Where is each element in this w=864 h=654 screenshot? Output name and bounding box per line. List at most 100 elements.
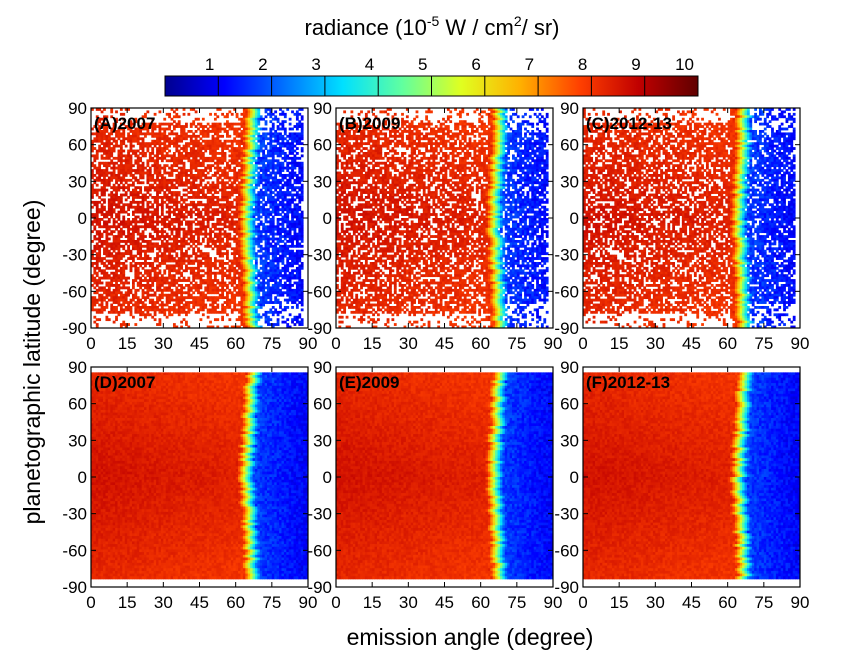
x-tick-label: 30 [399, 334, 418, 353]
colorbar-tick-label: 1 [205, 55, 214, 74]
x-tick-label: 15 [363, 593, 382, 612]
heatmap-cells [336, 108, 549, 328]
y-axis-label: planetographic latitude (degree) [19, 200, 45, 525]
colorbar-tick-label: 4 [365, 55, 374, 74]
heatmap-cells [583, 372, 800, 579]
y-tick-label: 0 [570, 468, 579, 487]
x-tick-label: 30 [399, 593, 418, 612]
colorbar-tick-label: 2 [258, 55, 267, 74]
y-tick-label: 0 [323, 209, 332, 228]
y-tick-label: 0 [78, 468, 87, 487]
y-tick-label: 30 [560, 172, 579, 191]
x-tick-label: 30 [154, 593, 173, 612]
x-tick-label: 75 [262, 334, 281, 353]
heatmap-cells [336, 372, 553, 579]
heatmap-cells [583, 108, 796, 328]
heatmap-cells [91, 372, 308, 579]
x-tick-label: 75 [507, 334, 526, 353]
x-tick-label: 15 [118, 334, 137, 353]
y-tick-label: 90 [560, 358, 579, 377]
y-tick-label: -60 [307, 541, 332, 560]
y-tick-label: 30 [560, 431, 579, 450]
x-tick-label: 75 [754, 593, 773, 612]
x-tick-label: 0 [331, 593, 340, 612]
y-tick-label: -60 [62, 541, 87, 560]
y-tick-label: 60 [68, 136, 87, 155]
y-tick-label: 0 [323, 468, 332, 487]
x-tick-label: 0 [86, 334, 95, 353]
y-tick-label: -60 [554, 282, 579, 301]
x-tick-label: 45 [435, 593, 454, 612]
panel-label: (C)2012-13 [586, 114, 672, 133]
y-tick-label: 60 [313, 395, 332, 414]
y-tick-label: 60 [560, 395, 579, 414]
x-tick-label: 15 [363, 334, 382, 353]
x-tick-label: 45 [190, 334, 209, 353]
y-tick-label: -30 [62, 505, 87, 524]
y-tick-label: -60 [307, 282, 332, 301]
panel-label: (A)2007 [94, 114, 155, 133]
x-tick-label: 75 [262, 593, 281, 612]
panel-label: (F)2012-13 [586, 373, 670, 392]
y-tick-label: -90 [554, 319, 579, 338]
y-tick-label: 0 [78, 209, 87, 228]
colorbar-tick-label: 8 [578, 55, 587, 74]
colorbar-tick-label: 10 [675, 55, 694, 74]
y-tick-label: 90 [313, 99, 332, 118]
x-tick-label: 90 [791, 593, 810, 612]
y-tick-label: 60 [313, 136, 332, 155]
x-tick-label: 90 [791, 334, 810, 353]
x-tick-label: 15 [610, 334, 629, 353]
x-tick-label: 45 [682, 593, 701, 612]
x-tick-label: 15 [610, 593, 629, 612]
x-tick-label: 60 [471, 334, 490, 353]
x-tick-label: 15 [118, 593, 137, 612]
x-tick-label: 0 [331, 334, 340, 353]
x-tick-label: 60 [226, 593, 245, 612]
panel-label: (D)2007 [94, 373, 155, 392]
y-tick-label: 90 [560, 99, 579, 118]
y-tick-label: -90 [307, 319, 332, 338]
heatmap-cells [91, 108, 304, 328]
y-tick-label: -90 [554, 578, 579, 597]
y-tick-label: -30 [554, 505, 579, 524]
colorbar-tick-label: 9 [631, 55, 640, 74]
colorbar-tick-label: 5 [418, 55, 427, 74]
x-tick-label: 75 [754, 334, 773, 353]
y-tick-label: -60 [554, 541, 579, 560]
y-tick-label: 30 [68, 431, 87, 450]
y-tick-label: -30 [307, 505, 332, 524]
x-tick-label: 0 [578, 593, 587, 612]
colorbar-tick-label: 6 [471, 55, 480, 74]
y-tick-label: 30 [313, 172, 332, 191]
x-tick-label: 30 [154, 334, 173, 353]
colorbar: 1 2 3 4 5 6 7 8 9 10 [165, 55, 698, 96]
panel-label: (E)2009 [339, 373, 399, 392]
x-axis-label: emission angle (degree) [347, 624, 594, 650]
x-tick-label: 60 [471, 593, 490, 612]
colorbar-tick-label: 3 [311, 55, 320, 74]
y-tick-label: -30 [62, 246, 87, 265]
colorbar-title: radiance (10-5 W / cm2/ sr) [305, 13, 560, 40]
y-tick-label: -30 [554, 246, 579, 265]
x-tick-label: 60 [718, 593, 737, 612]
y-tick-label: -90 [62, 319, 87, 338]
x-tick-label: 45 [190, 593, 209, 612]
x-tick-label: 30 [646, 334, 665, 353]
x-tick-label: 75 [507, 593, 526, 612]
colorbar-tick-label: 7 [525, 55, 534, 74]
y-tick-label: 60 [68, 395, 87, 414]
y-tick-label: -90 [307, 578, 332, 597]
y-tick-label: -60 [62, 282, 87, 301]
y-tick-label: 90 [313, 358, 332, 377]
panel-label: (B)2009 [339, 114, 400, 133]
y-tick-label: 90 [68, 99, 87, 118]
y-tick-label: 30 [68, 172, 87, 191]
y-tick-label: 0 [570, 209, 579, 228]
y-tick-label: -90 [62, 578, 87, 597]
